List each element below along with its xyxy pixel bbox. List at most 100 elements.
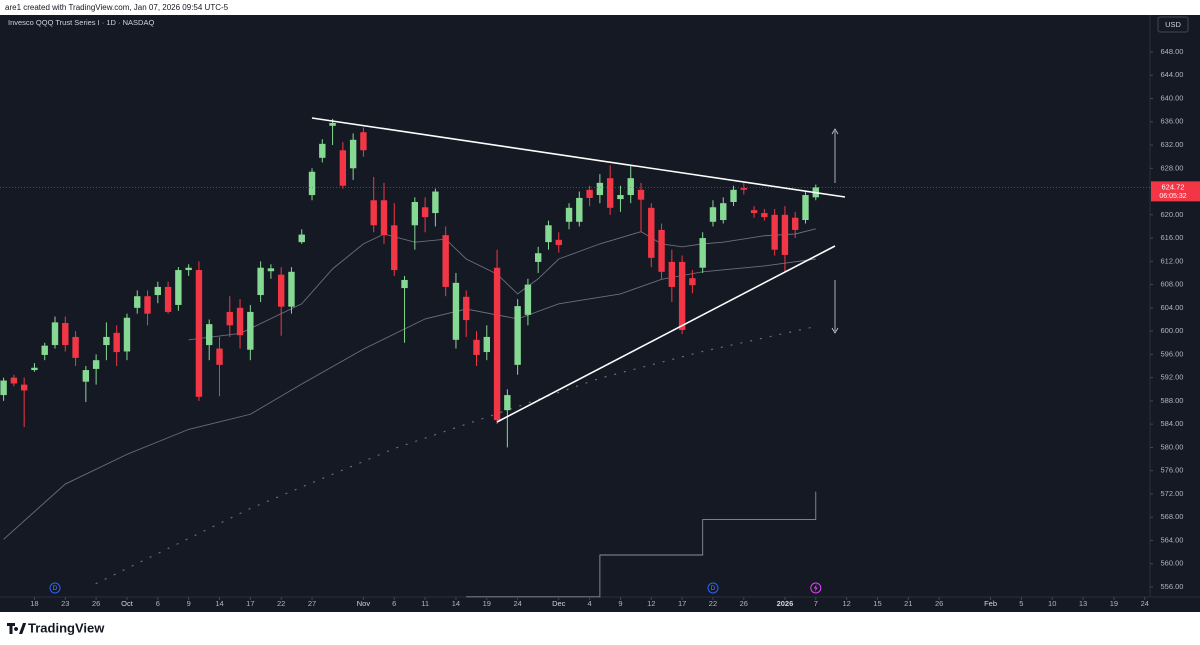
footer-bar bbox=[0, 612, 1200, 645]
candle-body bbox=[391, 225, 398, 271]
candle-body bbox=[411, 202, 419, 226]
symbol-legend: Invesco QQQ Trust Series I · 1D · NASDAQ bbox=[8, 18, 154, 27]
drawings bbox=[311, 117, 846, 423]
candle-body bbox=[113, 332, 120, 353]
y-tick-label: 596.00 bbox=[1161, 349, 1184, 358]
candle-body bbox=[164, 286, 172, 312]
candle-body bbox=[72, 336, 79, 358]
x-tick-label: 2026 bbox=[777, 599, 794, 608]
candle-body bbox=[792, 217, 799, 230]
candle-body bbox=[144, 296, 151, 314]
x-tick-label: 11 bbox=[421, 599, 429, 608]
x-tick-label: 14 bbox=[215, 599, 223, 608]
candle-body bbox=[565, 207, 573, 222]
x-tick-label: 22 bbox=[277, 599, 285, 608]
y-tick-label: 620.00 bbox=[1161, 210, 1184, 219]
x-tick-label: 22 bbox=[709, 599, 717, 608]
x-tick-label: Oct bbox=[121, 599, 134, 608]
candle-body bbox=[617, 195, 624, 200]
x-tick-label: 4 bbox=[588, 599, 592, 608]
candle-body bbox=[668, 261, 676, 287]
candle-body bbox=[576, 197, 583, 222]
trend-line-lower bbox=[496, 245, 836, 423]
candle-body bbox=[92, 360, 100, 369]
candle-body bbox=[339, 150, 347, 186]
candle-body bbox=[123, 317, 131, 352]
candle-body bbox=[154, 286, 162, 296]
price-tag bbox=[1151, 181, 1200, 202]
credit: are1 created with TradingView.com, Jan 0… bbox=[5, 3, 229, 12]
candle-body bbox=[463, 296, 470, 321]
countdown: 06:05:32 bbox=[1159, 193, 1186, 200]
candle-body bbox=[802, 195, 809, 221]
candle-body bbox=[421, 207, 429, 218]
x-tick-label: 5 bbox=[1019, 599, 1023, 608]
candle-body bbox=[329, 122, 336, 126]
y-tick-label: 632.00 bbox=[1161, 140, 1184, 149]
y-tick-label: 648.00 bbox=[1161, 47, 1184, 56]
dividend-marker bbox=[49, 582, 61, 594]
x-tick-label: 24 bbox=[1141, 599, 1149, 608]
candle-body bbox=[586, 189, 593, 198]
candle-body bbox=[761, 213, 768, 218]
y-tick-label: 600.00 bbox=[1161, 326, 1184, 335]
y-tick-label: 584.00 bbox=[1161, 419, 1184, 428]
y-tick-label: 572.00 bbox=[1161, 489, 1184, 498]
arrow-down-head bbox=[831, 327, 839, 334]
candle-body bbox=[596, 182, 604, 196]
y-tick-label: 592.00 bbox=[1161, 373, 1184, 382]
dividend-label: D bbox=[711, 586, 716, 592]
candle-body bbox=[134, 296, 141, 308]
x-tick-label: 23 bbox=[61, 599, 69, 608]
candle-body bbox=[637, 189, 645, 200]
x-tick-label: 12 bbox=[647, 599, 655, 608]
x-tick-label: 27 bbox=[308, 599, 316, 608]
y-tick-label: 580.00 bbox=[1161, 442, 1184, 451]
x-tick-label: 6 bbox=[156, 599, 160, 608]
candle-body bbox=[288, 271, 295, 307]
candle-body bbox=[10, 377, 18, 384]
candle-body bbox=[442, 235, 449, 287]
y-tick-label: 560.00 bbox=[1161, 559, 1184, 568]
candle-body bbox=[432, 191, 439, 214]
x-tick-label: 13 bbox=[1079, 599, 1087, 608]
currency[interactable]: USD bbox=[1165, 20, 1181, 29]
candle-body bbox=[771, 214, 778, 250]
candle-body bbox=[257, 267, 264, 296]
candle-body bbox=[709, 207, 717, 222]
y-tick-label: 644.00 bbox=[1161, 70, 1184, 79]
candle-body bbox=[483, 336, 490, 353]
dividend-label: D bbox=[53, 586, 58, 592]
x-tick-label: 15 bbox=[873, 599, 881, 608]
x-tick-label: Feb bbox=[984, 599, 997, 608]
earnings-icon bbox=[813, 584, 818, 592]
y-tick-label: 604.00 bbox=[1161, 303, 1184, 312]
y-tick-label: 612.00 bbox=[1161, 256, 1184, 265]
candle-body bbox=[216, 348, 223, 365]
x-tick-label: 9 bbox=[187, 599, 191, 608]
candle-body bbox=[678, 261, 686, 330]
candle-body bbox=[267, 268, 275, 272]
x-tick-label: 7 bbox=[814, 599, 818, 608]
x-tick-label: 14 bbox=[452, 599, 460, 608]
x-tick-label: Nov bbox=[357, 599, 371, 608]
candle-body bbox=[689, 278, 696, 286]
candle-body bbox=[555, 239, 562, 246]
candle-body bbox=[360, 132, 367, 151]
candle-body bbox=[648, 207, 655, 258]
x-tick-label: 26 bbox=[935, 599, 943, 608]
candle-body bbox=[247, 311, 254, 350]
candle-body bbox=[298, 234, 305, 243]
y-tick-label: 564.00 bbox=[1161, 535, 1184, 544]
candle-body bbox=[349, 139, 357, 169]
plot-area bbox=[0, 118, 1150, 598]
candle-body bbox=[452, 282, 460, 340]
x-tick-label: 19 bbox=[1110, 599, 1118, 608]
candle-body bbox=[380, 200, 388, 236]
candle-body bbox=[401, 279, 408, 289]
chart-background bbox=[0, 15, 1200, 612]
candle-body bbox=[545, 225, 552, 243]
currency-box[interactable] bbox=[1157, 16, 1189, 33]
indicator-line bbox=[95, 325, 817, 585]
